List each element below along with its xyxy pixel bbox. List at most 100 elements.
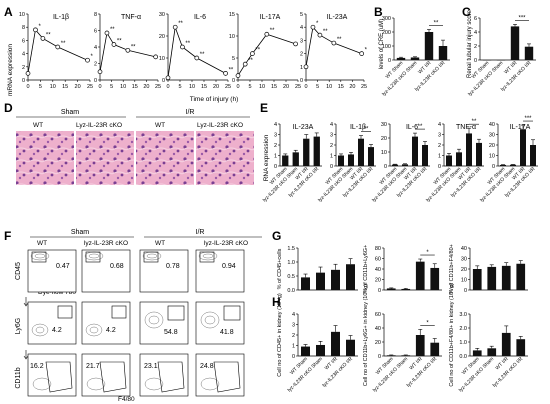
e1-title: IL-23A: [293, 124, 314, 131]
flow-plot-r2c1: 4.2: [27, 301, 77, 345]
a4-ytick-label: 0: [232, 78, 235, 84]
a3-point: [223, 71, 228, 76]
a3-ytick-label: 30: [159, 12, 165, 18]
e2-bar: [358, 138, 364, 166]
h1-ylabel: Cell no of CD45+ in kidney (10⁶/g): [276, 293, 283, 377]
a3-title: IL-6: [194, 14, 206, 21]
flow-row2-axis-label: Ly6G: [15, 318, 22, 334]
h2-ylabel: Cell no of CD11b+Ly6G+ in kidney (10⁶/g): [362, 284, 369, 386]
g1-ytick-label: 0.0: [287, 288, 295, 294]
a4-point: [235, 73, 241, 78]
flow-value-r3c4: 24.8: [200, 363, 214, 370]
panel-f-wt-label-1: WT: [37, 240, 47, 247]
flow-row1-axis-label: CD45: [15, 262, 22, 280]
a4-ytick-label: 5: [232, 56, 235, 62]
e5-bar: [520, 129, 526, 166]
h3-bar: [516, 339, 526, 356]
flow-plot-r3c1: 16.2: [27, 353, 77, 397]
a5-point: [317, 32, 323, 38]
a3-point: [180, 44, 185, 50]
chart-g2: 0 20 40 60 80 % of CD11b+Ly6G+ *: [363, 245, 442, 294]
flow-row3-axis-label: CD11b: [15, 367, 22, 388]
g3-bar: [516, 263, 526, 290]
panel-d-sham-header: Sham: [61, 109, 79, 116]
panel-a-xlabel: Time of injury (h): [190, 96, 239, 103]
a4-series-line: [237, 33, 296, 76]
a4-xtick-label: 10: [259, 84, 265, 90]
a5-ytick-label: 5: [300, 12, 303, 18]
a3-ytick-label: 0: [162, 78, 165, 84]
a5-point: [359, 51, 365, 56]
a1-annotation: **: [61, 41, 66, 47]
a2-title: TNF-α: [121, 14, 141, 21]
g3-bar: [487, 266, 497, 290]
h3-bar: [501, 332, 511, 356]
h1-ytick-label: 3: [292, 323, 295, 329]
e2-bar: [368, 147, 374, 166]
h3-bar: [472, 350, 482, 356]
b-ytick-label: 300: [382, 16, 391, 22]
h2-ytick-label: 0: [378, 354, 381, 360]
g3-bar: [472, 269, 482, 290]
flow-row3-xlabel: F4/80: [118, 396, 135, 403]
c-ytick-label: 2: [474, 44, 477, 50]
a4-xtick-label: 0: [236, 84, 239, 90]
flow-plot-r1c4: 0.94: [195, 249, 245, 293]
flow-plot-r1c2: 0.68: [81, 249, 131, 293]
b-bar: [410, 57, 420, 60]
flow-value-r1c2: 0.68: [110, 263, 124, 270]
e3-bar: [412, 136, 418, 166]
a1-ytick-label: 4: [22, 52, 25, 58]
a2-xtick-label: 10: [120, 84, 126, 90]
he-image-cko-sham: [76, 131, 134, 185]
a1-annotation: *: [91, 54, 94, 60]
a5-annotation: *: [316, 21, 319, 27]
h3-ytick-label: 0.0: [459, 354, 467, 360]
he-image-wt-sham: [16, 131, 74, 185]
a1-title: IL-1β: [53, 14, 69, 21]
e2-ytick-label: 0: [330, 164, 333, 170]
a5-xtick-label: 5: [316, 84, 319, 90]
g1-ytick-label: 1.5: [287, 246, 295, 252]
e1-bar: [313, 136, 320, 166]
h1-bar: [316, 344, 325, 356]
a2-xtick-label: 25: [155, 84, 161, 90]
g2-annotation: *: [426, 250, 429, 256]
flow-value-r1c4: 0.94: [222, 263, 236, 270]
e3-bar: [422, 145, 428, 166]
panel-letter-a: A: [4, 5, 13, 19]
a2-point: [111, 42, 117, 47]
panel-f-flow-cytometry: Sham I/R WT lyz-IL-23R cKO WT lyz-IL-23R…: [15, 229, 262, 403]
g1-bar: [316, 272, 325, 290]
panel-letter-c: C: [462, 5, 471, 19]
g2-ytick-label: 20: [375, 278, 381, 284]
e4-bar: [476, 142, 482, 166]
e2-bar: [338, 155, 344, 166]
e5-bar: [510, 164, 516, 166]
g1-ytick-label: 0.5: [287, 274, 295, 280]
e1-ytick-label: 0: [274, 164, 277, 170]
h1-ytick-label: 4: [292, 312, 295, 318]
panel-e-ylabel: RNA expression: [263, 134, 270, 181]
g3-bar: [501, 265, 511, 290]
a4-xtick-label: 25: [295, 84, 301, 90]
flow-plot-r2c3: 54.8: [139, 301, 189, 345]
a2-annotation: **: [110, 27, 115, 33]
flow-plot-r2c2: 4.2: [81, 301, 131, 345]
a2-annotation: **: [131, 44, 136, 50]
e1-bar: [282, 155, 289, 166]
a1-ytick-label: 2: [22, 65, 25, 71]
e1-bar: [303, 138, 310, 166]
panel-letter-g: G: [272, 229, 281, 243]
panel-d-cko-label-2: Lyz-IL-23R cKO: [197, 122, 243, 129]
a2-point: [153, 54, 159, 60]
panel-f-cko-label-2: lyz-IL-23R cKO: [204, 240, 248, 247]
a3-xtick-label: 5: [178, 84, 181, 90]
